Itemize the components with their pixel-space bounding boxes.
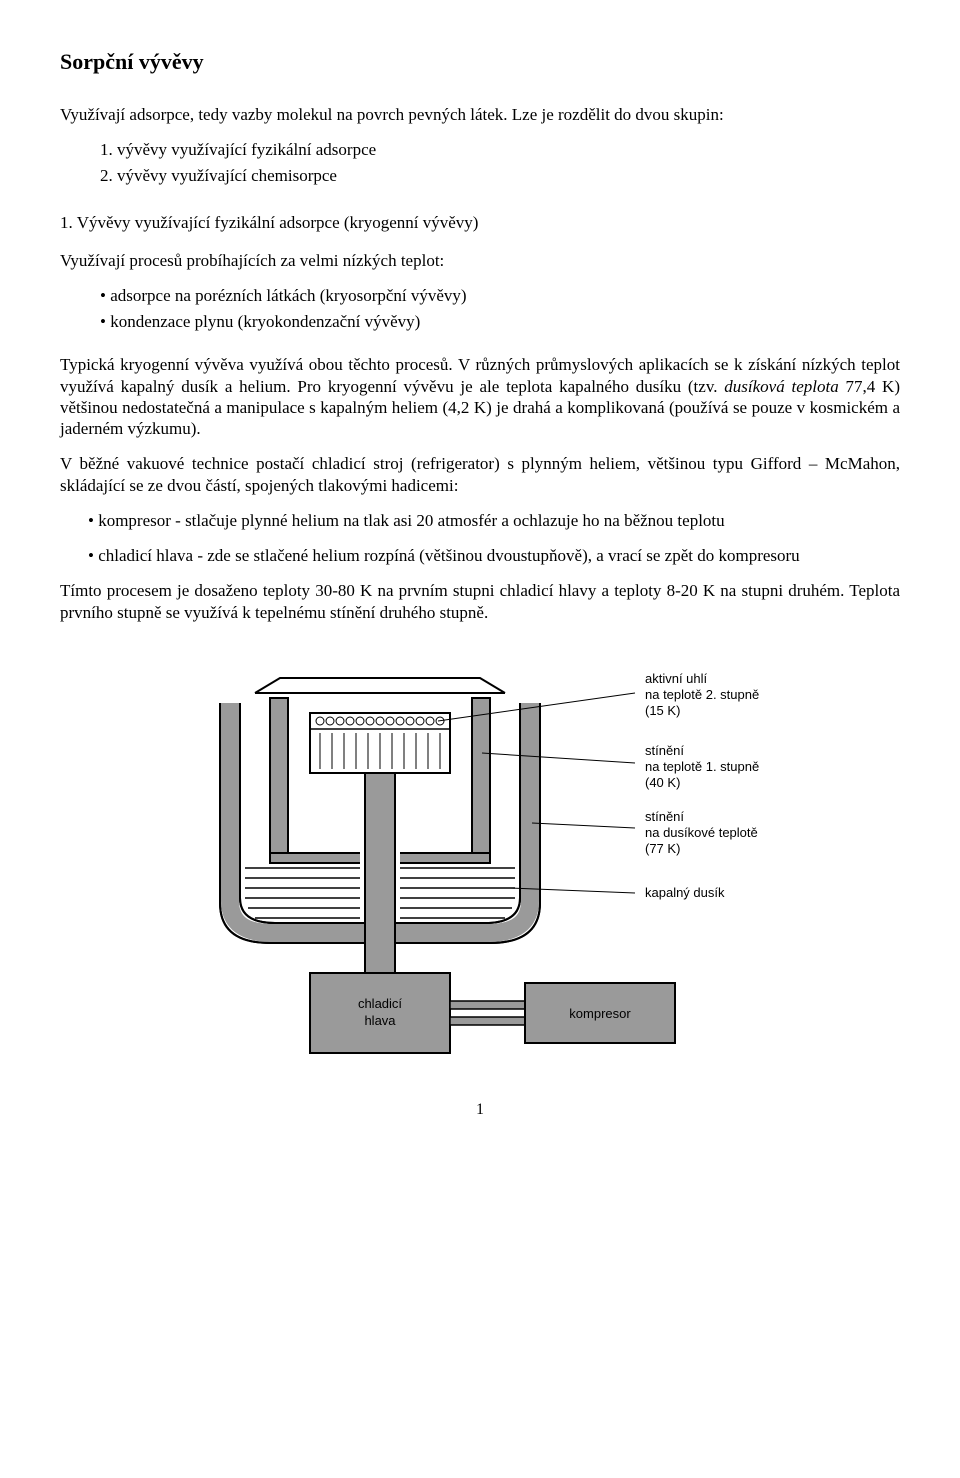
diagram-label-1b: na teplotě 2. stupně (645, 687, 759, 702)
diagram-label-1a: aktivní uhlí (645, 671, 708, 686)
diagram-label-4: kapalný dusík (645, 885, 725, 900)
diagram-svg: chladicí hlava kompresor aktivní uhlí na… (160, 643, 800, 1073)
diagram-label-3b: na dusíkové teplotě (645, 825, 758, 840)
numbered-list: 1. vývěvy využívající fyzikální adsorpce… (60, 139, 900, 187)
body-para: Typická kryogenní vývěva využívá obou tě… (60, 354, 900, 439)
body-para: Tímto procesem je dosaženo teploty 30-80… (60, 580, 900, 623)
diagram-label-2a: stínění (645, 743, 684, 758)
doc-title: Sorpční vývěvy (60, 48, 900, 76)
diagram-label-2c: (40 K) (645, 775, 680, 790)
subintro-para: Využívají procesů probíhajících za velmi… (60, 250, 900, 271)
bullet-item: kondenzace plynu (kryokondenzační vývěvy… (100, 311, 900, 332)
numlist-item: 2. vývěvy využívající chemisorpce (100, 165, 900, 186)
body-para: V běžné vakuové technice postačí chladic… (60, 453, 900, 496)
bullet-item: adsorpce na porézních látkách (kryosorpč… (100, 285, 900, 306)
section-heading: 1. Vývěvy využívající fyzikální adsorpce… (60, 212, 900, 233)
diagram-label-1c: (15 K) (645, 703, 680, 718)
compressor-label: kompresor (569, 1006, 631, 1021)
cryopump-diagram: chladicí hlava kompresor aktivní uhlí na… (60, 643, 900, 1078)
page-number: 1 (60, 1100, 900, 1120)
diagram-label-3c: (77 K) (645, 841, 680, 856)
diagram-label-3a: stínění (645, 809, 684, 824)
bullet-list: adsorpce na porézních látkách (kryosorpč… (60, 285, 900, 333)
diagram-label-2b: na teplotě 1. stupně (645, 759, 759, 774)
hang-bullet: kompresor - stlačuje plynné helium na tl… (60, 510, 900, 531)
numlist-item: 1. vývěvy využívající fyzikální adsorpce (100, 139, 900, 160)
hang-bullet: chladicí hlava - zde se stlačené helium … (60, 545, 900, 566)
intro-para: Využívají adsorpce, tedy vazby molekul n… (60, 104, 900, 125)
coldhead-label-1: chladicí (358, 996, 402, 1011)
para1-italic: dusíková teplota (724, 377, 838, 396)
coldhead-label-2: hlava (364, 1013, 396, 1028)
